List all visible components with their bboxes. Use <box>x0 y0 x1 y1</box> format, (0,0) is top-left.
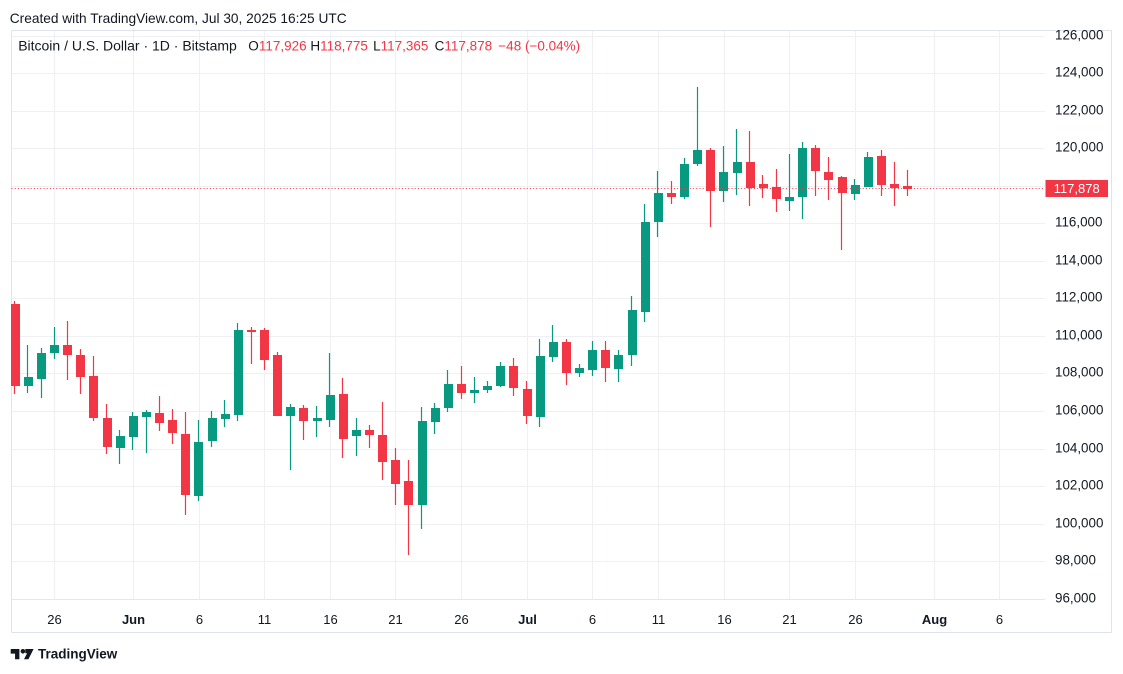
svg-text:Bitcoin / U.S. Dollar · 1D · B: Bitcoin / U.S. Dollar · 1D · Bitstamp <box>18 38 237 54</box>
svg-text:102,000: 102,000 <box>1055 477 1103 492</box>
svg-text:21: 21 <box>782 612 796 627</box>
svg-text:26: 26 <box>454 612 468 627</box>
svg-text:110,000: 110,000 <box>1055 327 1102 342</box>
svg-text:106,000: 106,000 <box>1055 402 1103 417</box>
svg-text:26: 26 <box>47 612 61 627</box>
svg-text:6: 6 <box>589 612 596 627</box>
svg-text:H118,775: H118,775 <box>310 39 368 54</box>
svg-text:O117,926: O117,926 <box>248 39 306 54</box>
svg-text:Aug: Aug <box>922 612 947 627</box>
svg-text:122,000: 122,000 <box>1055 102 1103 117</box>
svg-text:21: 21 <box>388 612 402 627</box>
svg-text:6: 6 <box>196 612 203 627</box>
svg-text:124,000: 124,000 <box>1055 64 1103 79</box>
svg-text:16: 16 <box>717 612 731 627</box>
svg-text:114,000: 114,000 <box>1055 252 1102 267</box>
svg-text:96,000: 96,000 <box>1055 590 1096 605</box>
svg-text:108,000: 108,000 <box>1055 364 1103 379</box>
svg-text:TradingView: TradingView <box>38 647 118 662</box>
svg-text:120,000: 120,000 <box>1055 139 1103 154</box>
svg-text:6: 6 <box>996 612 1003 627</box>
svg-text:Created with TradingView.com,: Created with TradingView.com, Jul 30, 20… <box>10 11 347 26</box>
svg-text:Jul: Jul <box>518 612 537 627</box>
svg-text:Jun: Jun <box>122 612 145 627</box>
svg-text:112,000: 112,000 <box>1055 289 1102 304</box>
svg-text:26: 26 <box>848 612 862 627</box>
svg-text:16: 16 <box>323 612 337 627</box>
svg-text:116,000: 116,000 <box>1055 214 1102 229</box>
svg-text:98,000: 98,000 <box>1055 552 1096 567</box>
svg-text:C117,878: C117,878 <box>435 39 493 54</box>
svg-text:126,000: 126,000 <box>1055 27 1103 42</box>
svg-text:117,878: 117,878 <box>1054 181 1100 196</box>
svg-text:11: 11 <box>258 612 272 627</box>
svg-text:L117,365: L117,365 <box>373 39 428 54</box>
svg-text:11: 11 <box>652 612 666 627</box>
svg-text:104,000: 104,000 <box>1055 440 1103 455</box>
svg-text:−48 (−0.04%): −48 (−0.04%) <box>498 39 580 54</box>
svg-text:100,000: 100,000 <box>1055 515 1103 530</box>
